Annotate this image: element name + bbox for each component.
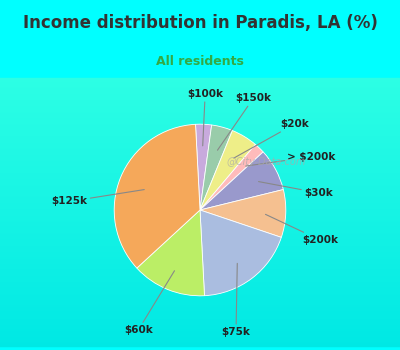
Wedge shape <box>137 210 204 296</box>
Text: $75k: $75k <box>222 264 250 337</box>
Text: $200k: $200k <box>266 214 338 245</box>
Text: $60k: $60k <box>124 271 174 335</box>
Wedge shape <box>114 124 200 268</box>
Text: $20k: $20k <box>234 119 309 158</box>
Text: Income distribution in Paradis, LA (%): Income distribution in Paradis, LA (%) <box>22 14 378 32</box>
Wedge shape <box>200 190 286 237</box>
Text: All residents: All residents <box>156 55 244 68</box>
Wedge shape <box>200 125 232 210</box>
Wedge shape <box>200 145 263 210</box>
Wedge shape <box>200 210 281 296</box>
Text: $100k: $100k <box>187 89 223 146</box>
Text: $30k: $30k <box>258 182 333 198</box>
Text: > $200k: > $200k <box>246 152 336 166</box>
Wedge shape <box>200 152 283 210</box>
Text: $125k: $125k <box>52 190 144 206</box>
Text: $150k: $150k <box>218 93 271 150</box>
Wedge shape <box>196 124 212 210</box>
Wedge shape <box>200 131 255 210</box>
Text: @City-Data.com: @City-Data.com <box>226 157 306 167</box>
